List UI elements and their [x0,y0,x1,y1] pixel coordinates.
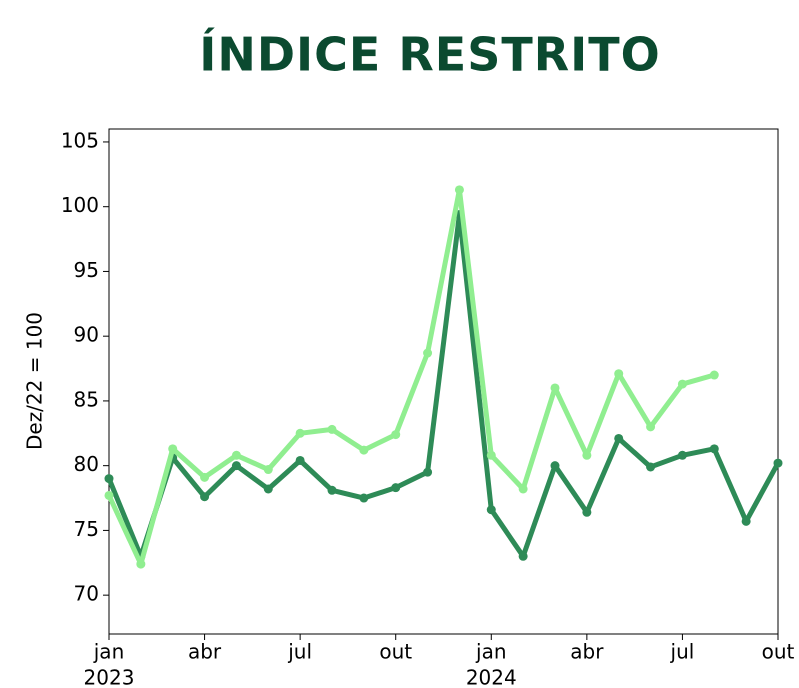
x-tick-label: jan [475,640,507,664]
x-tick-year: 2023 [84,666,135,688]
point [295,455,305,465]
y-tick-label: 80 [74,452,99,476]
point [263,484,273,494]
x-tick-label: jul [670,640,695,664]
point [646,462,656,472]
x-tick-year: 2024 [466,666,517,688]
y-tick-label: 70 [74,582,99,606]
x-tick-label: abr [570,640,604,664]
point [646,422,656,432]
point [104,474,114,484]
x-tick-label: out [762,640,795,664]
point [454,185,464,195]
point [231,450,241,460]
point [263,465,273,475]
plot-frame [108,128,779,635]
point [518,551,528,561]
point [709,370,719,380]
y-tick-label: 90 [74,323,99,347]
point [582,507,592,517]
point [582,450,592,460]
point [295,428,305,438]
y-axis-label: Dez/22 = 100 [23,312,47,450]
point [136,559,146,569]
point [677,450,687,460]
point [104,490,114,500]
point [359,445,369,455]
point [614,433,624,443]
point [550,461,560,471]
point [709,444,719,454]
point [773,458,783,468]
point [168,444,178,454]
chart-title: ÍNDICE RESTRITO [199,28,660,82]
y-tick-label: 95 [74,258,99,282]
x-tick-label: out [379,640,412,664]
point [518,484,528,494]
y-tick-label: 105 [61,128,99,152]
x-tick-label: abr [188,640,222,664]
point [677,379,687,389]
point [486,505,496,515]
point [327,424,337,434]
point [200,492,210,502]
point [423,348,433,358]
series-line [106,211,781,559]
point [486,450,496,460]
point [391,430,401,440]
point [550,383,560,393]
y-tick-label: 85 [74,387,99,411]
y-tick-label: 75 [74,517,99,541]
series-line [106,187,715,567]
point [614,369,624,379]
point [423,467,433,477]
point [359,493,369,503]
point [231,461,241,471]
x-tick-label: jul [287,640,312,664]
x-tick-label: jan [93,640,125,664]
y-tick-label: 100 [61,193,99,217]
point [391,483,401,493]
point [200,472,210,482]
point [741,516,751,526]
point [327,485,337,495]
